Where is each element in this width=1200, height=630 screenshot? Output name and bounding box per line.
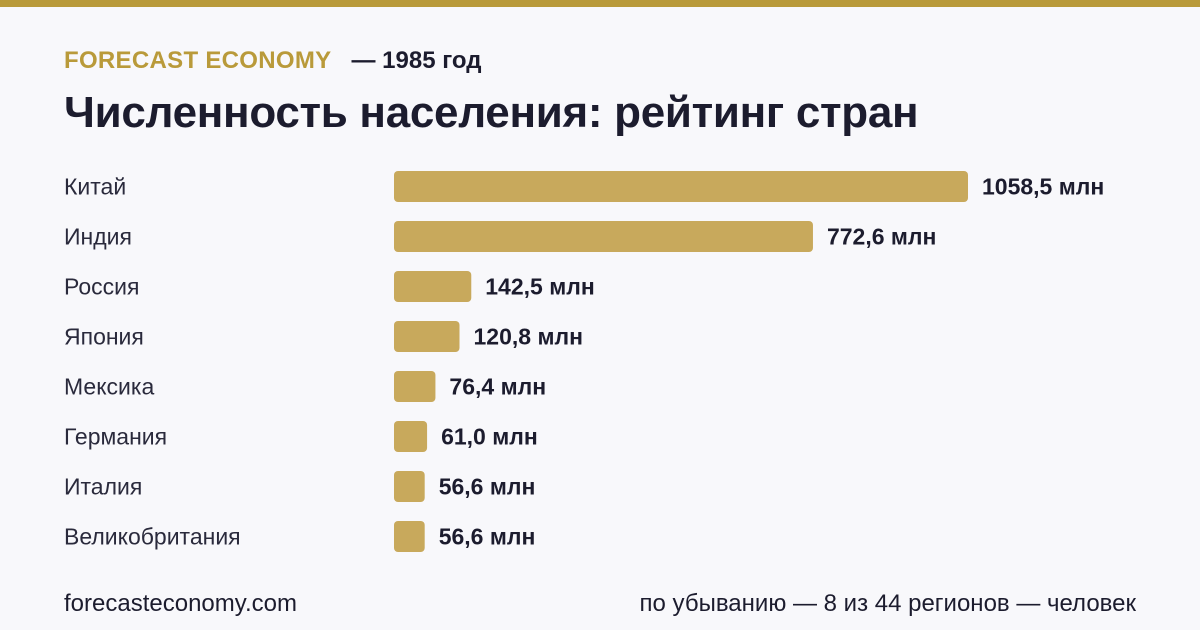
category-label: Индия bbox=[64, 224, 132, 250]
bar[interactable] bbox=[394, 471, 425, 502]
bar[interactable] bbox=[394, 421, 428, 452]
chart-title: Численность населения: рейтинг стран bbox=[64, 88, 919, 137]
category-label: Китай bbox=[64, 174, 126, 200]
bar[interactable] bbox=[394, 271, 472, 302]
category-label: Япония bbox=[64, 324, 144, 350]
value-label: 76,4 млн bbox=[449, 374, 546, 400]
category-label: Германия bbox=[64, 424, 167, 450]
value-label: 772,6 млн bbox=[827, 224, 936, 250]
brand-name: FORECAST ECONOMY bbox=[64, 47, 332, 74]
chart-subtitle: — 1985 год bbox=[351, 47, 482, 74]
value-label: 1058,5 млн bbox=[982, 174, 1104, 200]
bar[interactable] bbox=[394, 171, 968, 202]
value-label: 61,0 млн bbox=[441, 424, 538, 450]
footer-note: по убыванию — 8 из 44 регионов — человек bbox=[639, 590, 1136, 617]
bar[interactable] bbox=[394, 221, 813, 252]
category-label: Италия bbox=[64, 474, 142, 500]
category-label: Великобритания bbox=[64, 524, 241, 550]
header-line: FORECAST ECONOMY — 1985 год bbox=[64, 44, 481, 78]
footer-site[interactable]: forecasteconomy.com bbox=[64, 590, 297, 617]
bar-chart: Китай 1058,5 млн Индия 772,6 млн Россия 142,5… bbox=[64, 171, 1104, 552]
bar[interactable] bbox=[394, 521, 425, 552]
top-accent-bar bbox=[0, 0, 1200, 7]
category-label: Россия bbox=[64, 274, 139, 300]
bar[interactable] bbox=[394, 371, 436, 402]
category-label: Мексика bbox=[64, 374, 154, 400]
value-label: 142,5 млн bbox=[485, 274, 594, 300]
value-label: 56,6 млн bbox=[439, 524, 536, 550]
bar[interactable] bbox=[394, 321, 460, 352]
value-label: 56,6 млн bbox=[439, 474, 536, 500]
value-label: 120,8 млн bbox=[474, 324, 583, 350]
